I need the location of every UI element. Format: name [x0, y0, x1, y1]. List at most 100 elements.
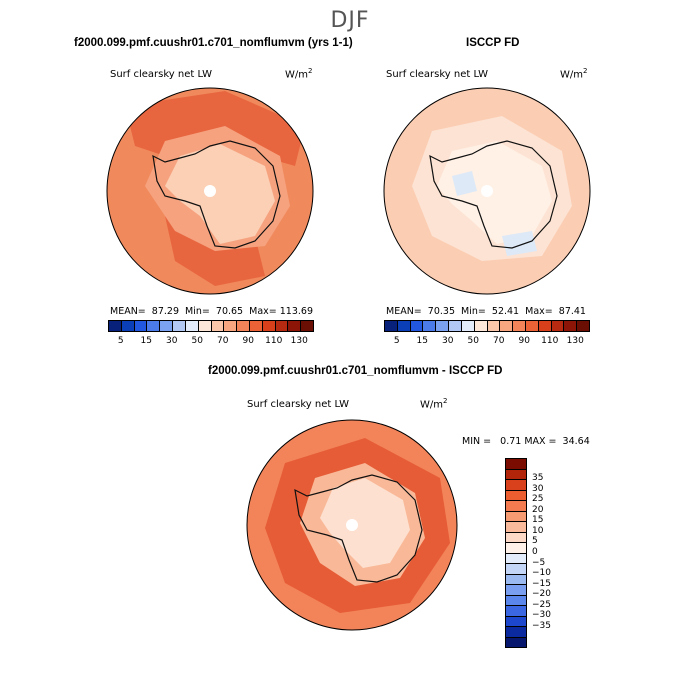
colorbar-tick-label: 50 [191, 336, 203, 346]
colorbar-swatch [461, 321, 475, 331]
colorbar-tick-label: 110 [265, 336, 283, 346]
colorbar-swatch [551, 321, 565, 331]
colorbar-tick-label: 0 [532, 547, 538, 557]
colorbar-tick-label: 15 [416, 336, 428, 346]
colorbar-tick-label: −25 [532, 599, 551, 610]
colorbar-tick-label: −5 [532, 557, 546, 568]
model-units-label: W/m2 [285, 67, 313, 81]
colorbar-tick-label: 110 [541, 336, 559, 346]
colorbar-swatch [564, 321, 578, 331]
obs-negative-region [452, 171, 477, 196]
colorbar-swatch [397, 321, 411, 331]
diff-antarctica-coastline [294, 474, 423, 583]
colorbar-swatch [506, 564, 526, 575]
diff-pole-hole [346, 519, 358, 531]
obs-units-label: W/m2 [560, 67, 588, 81]
colorbar-swatch [506, 469, 526, 480]
colorbar-swatch [538, 321, 552, 331]
colorbar-tick-label: 5 [393, 336, 400, 346]
colorbar-tick-label: 15 [532, 515, 544, 526]
colorbar-swatch [506, 511, 526, 522]
colorbar-swatch [506, 574, 526, 585]
obs-panel-title: ISCCP FD [466, 37, 520, 49]
colorbar-swatch [513, 321, 526, 331]
colorbar-swatch [506, 522, 526, 533]
colorbar-swatch [506, 459, 526, 470]
colorbar-swatch [506, 585, 526, 596]
obs-colorbar [384, 320, 590, 332]
colorbar-swatch [423, 321, 437, 331]
colorbar-swatch [506, 532, 526, 543]
colorbar-swatch [506, 627, 526, 638]
colorbar-swatch [487, 321, 501, 331]
colorbar-swatch [288, 321, 302, 331]
colorbar-swatch [134, 321, 148, 331]
colorbar-swatch [301, 321, 313, 331]
colorbar-swatch [506, 480, 526, 491]
colorbar-swatch [160, 321, 174, 331]
colorbar-swatch [506, 553, 526, 564]
colorbar-swatch [173, 321, 186, 331]
colorbar-swatch [121, 321, 135, 331]
colorbar-swatch [109, 321, 122, 331]
colorbar-swatch [577, 321, 589, 331]
colorbar-swatch [249, 321, 263, 331]
colorbar-tick-label: 30 [532, 483, 544, 494]
model-stats: MEAN= 87.29 Min= 70.65 Max= 113.69 [110, 306, 313, 317]
colorbar-swatch [237, 321, 250, 331]
colorbar-tick-label: 50 [467, 336, 479, 346]
colorbar-swatch [474, 321, 488, 331]
colorbar-swatch [385, 321, 398, 331]
colorbar-swatch [506, 501, 526, 512]
colorbar-tick-label: 5 [117, 336, 124, 346]
colorbar-swatch [211, 321, 225, 331]
colorbar-swatch [506, 616, 526, 627]
obs-pole-hole [481, 185, 493, 197]
model-colorbar-ticks: 5 15 30 50 70 90 110 130 [108, 336, 312, 348]
colorbar-tick-label: 130 [566, 336, 584, 346]
model-antarctica-interior [165, 144, 275, 244]
colorbar-tick-label: 70 [217, 336, 229, 346]
colorbar-tick-label: 30 [166, 336, 178, 346]
colorbar-tick-label: −10 [532, 568, 551, 579]
diff-antarctica-interior [320, 478, 410, 568]
diff-polar-map [246, 419, 458, 631]
diff-panel-title: f2000.099.pmf.cuushr01.c701_nomflumvm - … [208, 365, 503, 377]
colorbar-swatch [449, 321, 462, 331]
colorbar-tick-label: 30 [442, 336, 454, 346]
colorbar-tick-label: 15 [140, 336, 152, 346]
diff-colorbar [505, 458, 527, 648]
colorbar-tick-label: 70 [493, 336, 505, 346]
colorbar-tick-label: 25 [532, 494, 544, 505]
obs-colorbar-ticks: 5 15 30 50 70 90 110 130 [384, 336, 588, 348]
season-title: DJF [330, 8, 370, 33]
colorbar-swatch [410, 321, 424, 331]
colorbar-swatch [506, 637, 526, 647]
colorbar-tick-label: −20 [532, 589, 551, 600]
colorbar-swatch [506, 543, 526, 554]
colorbar-tick-label: −35 [532, 620, 551, 631]
colorbar-swatch [436, 321, 450, 331]
diff-units-label: W/m2 [420, 397, 448, 411]
colorbar-tick-label: 35 [532, 473, 544, 484]
colorbar-tick-label: 20 [532, 504, 544, 515]
diff-variable-label: Surf clearsky net LW [247, 399, 350, 410]
colorbar-swatch [198, 321, 212, 331]
colorbar-tick-label: 130 [290, 336, 308, 346]
obs-antarctica-coastline [429, 140, 558, 249]
colorbar-swatch [506, 606, 526, 617]
model-variable-label: Surf clearsky net LW [110, 69, 213, 80]
colorbar-swatch [506, 490, 526, 501]
model-panel-title: f2000.099.pmf.cuushr01.c701_nomflumvm (y… [74, 37, 353, 49]
colorbar-swatch [506, 595, 526, 606]
obs-negative-region-south [502, 231, 537, 256]
colorbar-swatch [147, 321, 161, 331]
obs-polar-map [383, 87, 591, 295]
diff-colorbar-ticks: 35 30 25 20 15 10 5 0 −5 −10 −15 −20 −25 −30 −35 [532, 458, 572, 631]
model-polar-map [106, 87, 314, 295]
colorbar-tick-label: 10 [532, 525, 544, 536]
model-pole-hole [204, 185, 216, 197]
obs-variable-label: Surf clearsky net LW [386, 69, 489, 80]
colorbar-tick-label: 90 [242, 336, 254, 346]
colorbar-swatch [500, 321, 514, 331]
